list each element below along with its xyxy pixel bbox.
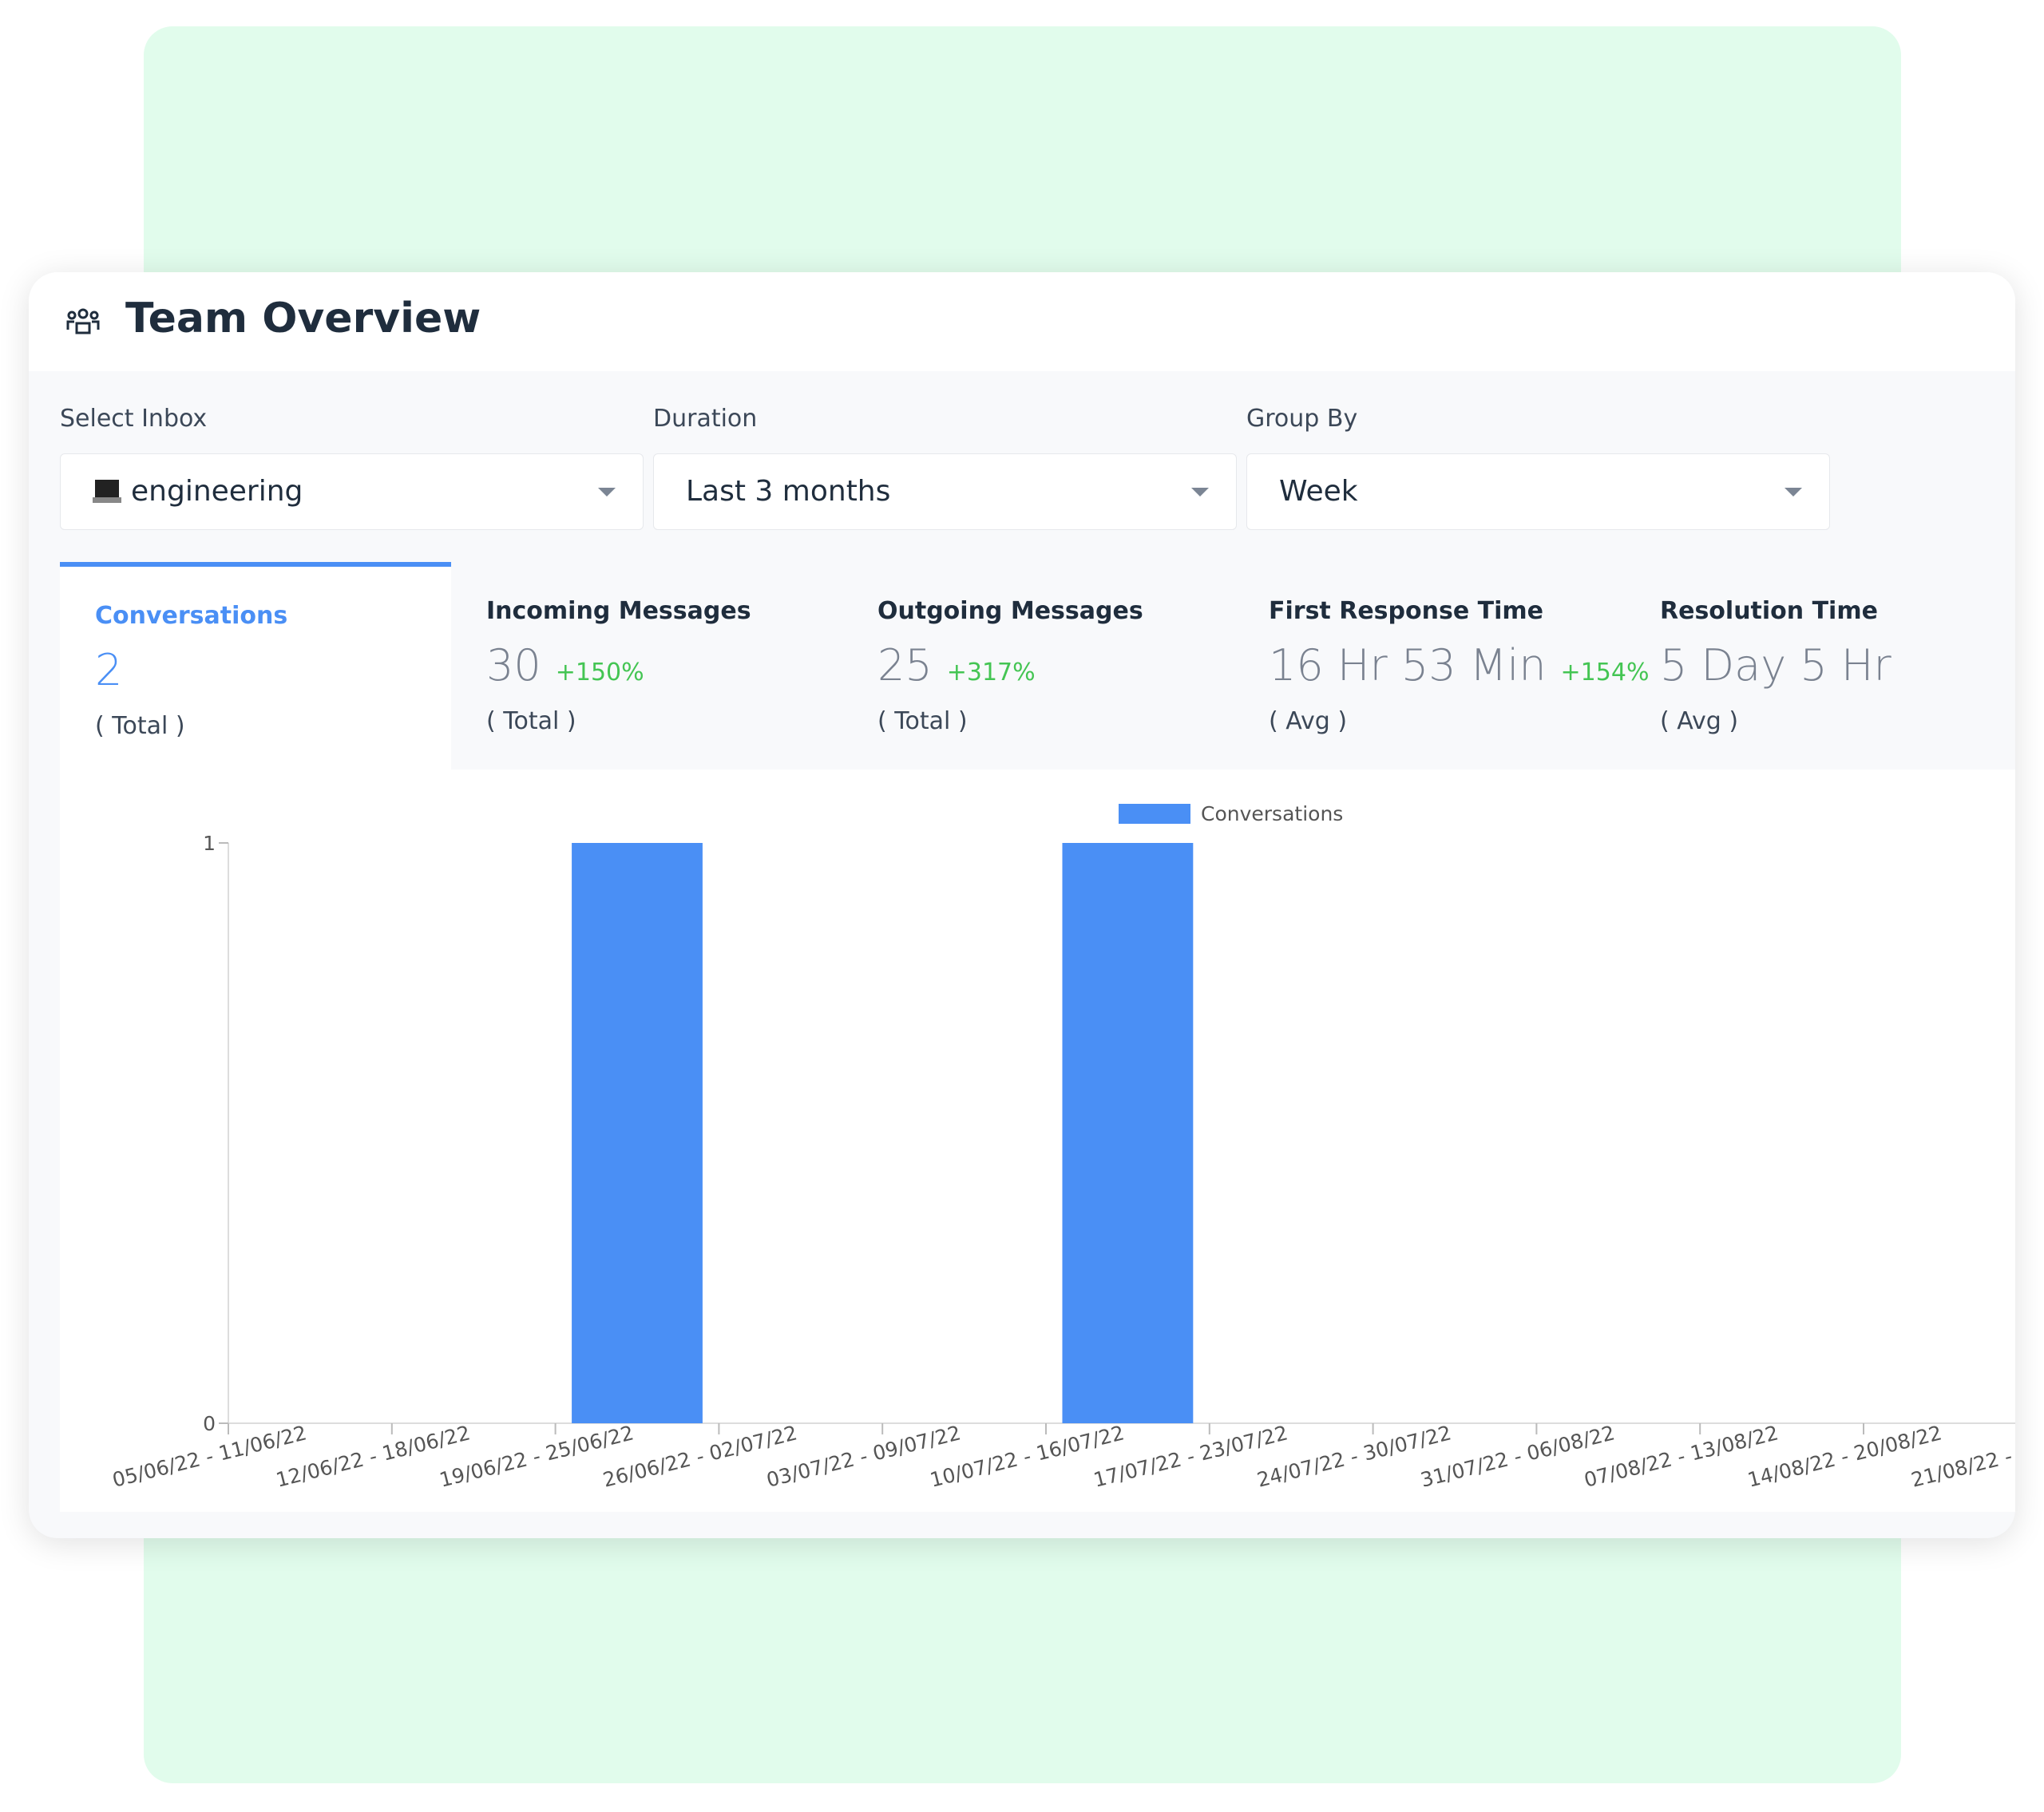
metric-title: First Response Time — [1269, 597, 1543, 625]
metric-value: 5 Day 5 Hr — [1660, 640, 1891, 690]
page-title: Team Overview — [125, 295, 481, 342]
metric-number: 5 Day 5 Hr — [1660, 640, 1891, 690]
metric-tab[interactable]: Outgoing Messages 25 +317% ( Total ) — [842, 562, 1234, 770]
legend-label: Conversations — [1201, 802, 1343, 825]
metric-title: Conversations — [95, 602, 288, 630]
duration-select[interactable]: Last 3 months — [653, 453, 1237, 530]
filter-label: Duration — [653, 405, 758, 433]
metric-unit: ( Avg ) — [1660, 707, 1739, 735]
metric-unit: ( Total ) — [877, 707, 968, 735]
metric-value: 2 — [95, 645, 122, 695]
group-select[interactable]: Week — [1246, 453, 1830, 530]
inbox-select[interactable]: engineering — [60, 453, 644, 530]
bar — [572, 843, 703, 1423]
metric-number: 16 Hr 53 Min — [1269, 640, 1547, 690]
metric-tab[interactable]: Incoming Messages 30 +150% ( Total ) — [451, 562, 842, 770]
filter-label: Select Inbox — [60, 405, 208, 433]
legend-swatch — [1119, 804, 1190, 824]
y-tick-label: 0 — [203, 1412, 216, 1435]
metric-unit: ( Avg ) — [1269, 707, 1348, 735]
select-value: engineering — [131, 475, 303, 508]
metric-tab[interactable]: First Response Time 16 Hr 53 Min +154% ( Av… — [1234, 562, 1649, 770]
metric-title: Incoming Messages — [486, 597, 751, 625]
metric-value: 25 +317% — [877, 640, 1036, 690]
bar — [1062, 843, 1194, 1423]
team-icon — [66, 308, 100, 334]
card: Team Overview Select Inbox Duration Grou… — [29, 272, 2015, 1538]
metric-title: Outgoing Messages — [877, 597, 1143, 625]
metric-number: 2 — [95, 645, 123, 695]
select-value: Last 3 months — [686, 475, 891, 508]
metric-change: +150% — [555, 659, 644, 686]
metric-number: 30 — [486, 640, 541, 690]
metric-unit: ( Total ) — [486, 707, 576, 735]
metric-tab[interactable]: Resolution Time 5 Day 5 Hr ( Avg ) — [1625, 562, 2015, 770]
dropdown-arrow — [1785, 488, 1802, 497]
metric-tab[interactable]: Conversations 2 ( Total ) — [60, 562, 451, 770]
header: Team Overview — [29, 272, 2015, 371]
dropdown-arrow — [1191, 488, 1209, 497]
metric-change: +154% — [1560, 659, 1650, 686]
x-tick-label: 21/08/22 - — [1909, 1444, 2014, 1491]
metric-value: 16 Hr 53 Min +154% — [1269, 640, 1649, 690]
metric-value: 30 +150% — [486, 640, 644, 690]
chart-panel — [60, 770, 2015, 1512]
dropdown-arrow — [598, 488, 616, 497]
laptop-icon — [93, 480, 121, 503]
metric-number: 25 — [877, 640, 933, 690]
metric-unit: ( Total ) — [95, 712, 185, 740]
select-value: Week — [1279, 475, 1358, 508]
metric-change: +317% — [946, 659, 1036, 686]
filter-label: Group By — [1246, 405, 1358, 433]
metric-title: Resolution Time — [1660, 597, 1878, 625]
y-tick-label: 1 — [203, 832, 216, 855]
